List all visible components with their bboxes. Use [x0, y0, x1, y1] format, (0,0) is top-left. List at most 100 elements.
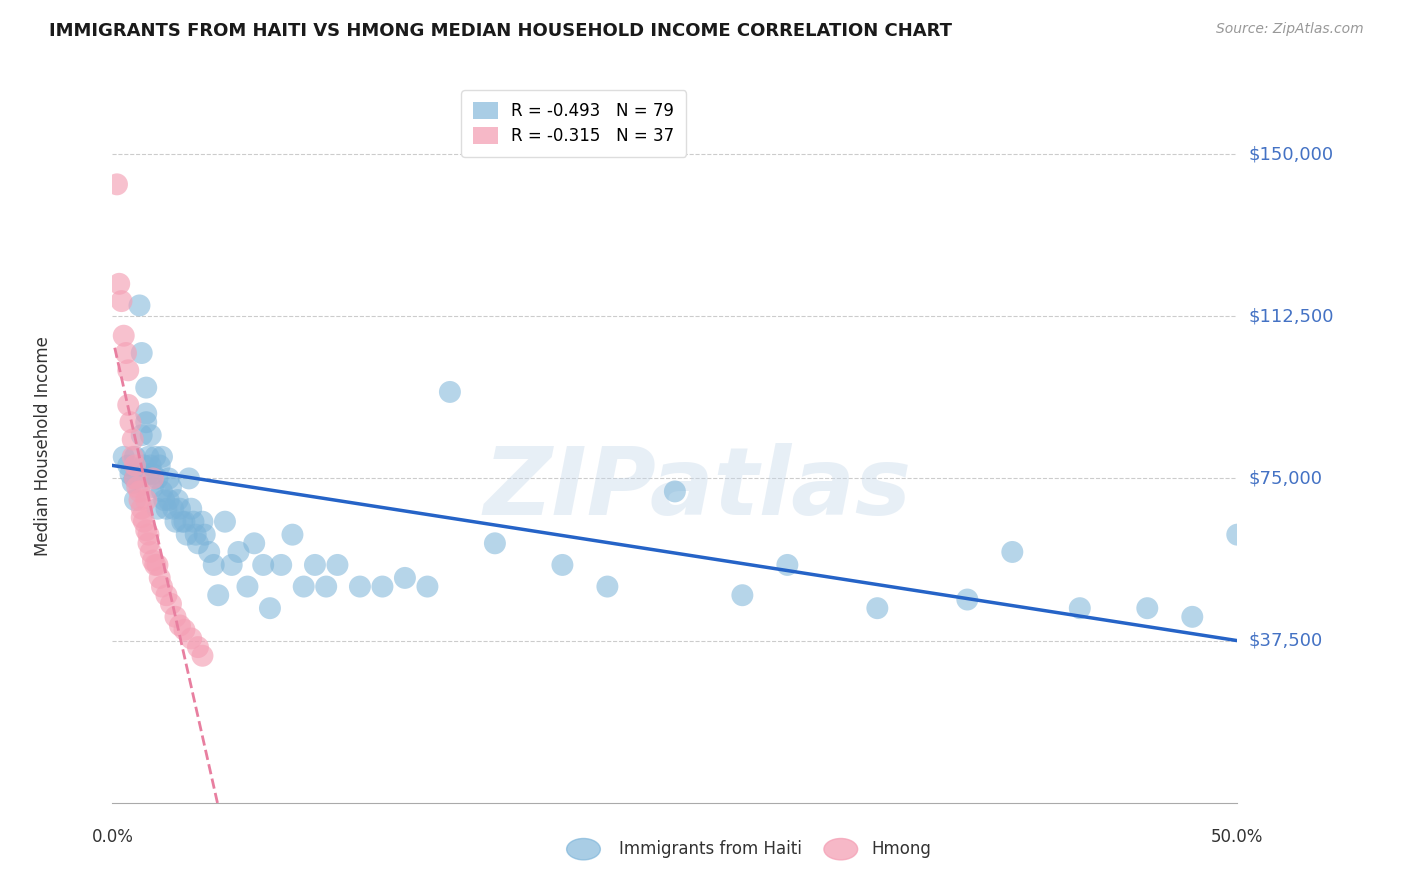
Text: $150,000: $150,000	[1249, 145, 1333, 163]
Point	[1069, 601, 1091, 615]
Point	[132, 515, 155, 529]
Point	[143, 450, 166, 464]
Point	[120, 467, 142, 482]
Point	[371, 580, 394, 594]
Point	[138, 467, 160, 482]
Point	[162, 501, 184, 516]
Point	[731, 588, 754, 602]
Point	[135, 493, 157, 508]
Point	[484, 536, 506, 550]
Point	[270, 558, 292, 572]
Text: Source: ZipAtlas.com: Source: ZipAtlas.com	[1216, 22, 1364, 37]
Point	[236, 580, 259, 594]
Point	[120, 415, 142, 429]
Point	[117, 363, 139, 377]
Point	[214, 515, 236, 529]
Point	[142, 467, 165, 482]
Point	[172, 515, 194, 529]
Point	[150, 484, 173, 499]
Text: Median Household Income: Median Household Income	[34, 336, 52, 556]
Point	[105, 178, 128, 192]
Text: $75,000: $75,000	[1249, 469, 1323, 487]
Point	[153, 493, 176, 508]
Point	[139, 428, 162, 442]
Point	[160, 597, 183, 611]
Point	[142, 480, 165, 494]
Text: 0.0%: 0.0%	[91, 828, 134, 846]
Point	[121, 433, 143, 447]
Point	[150, 580, 173, 594]
Point	[135, 407, 157, 421]
Point	[139, 458, 162, 473]
Point	[155, 588, 177, 602]
Point	[112, 328, 135, 343]
Point	[142, 553, 165, 567]
Point	[304, 558, 326, 572]
Point	[1226, 527, 1249, 541]
Point	[207, 588, 229, 602]
Point	[121, 450, 143, 464]
Point	[108, 277, 131, 291]
Point	[132, 458, 155, 473]
Point	[349, 580, 371, 594]
Point	[187, 640, 209, 654]
Point	[776, 558, 799, 572]
Point	[184, 527, 207, 541]
Point	[146, 501, 169, 516]
Point	[135, 381, 157, 395]
Point	[173, 623, 195, 637]
Point	[202, 558, 225, 572]
Point	[139, 545, 162, 559]
Point	[191, 648, 214, 663]
Point	[149, 458, 172, 473]
Point	[183, 515, 205, 529]
Point	[124, 471, 146, 485]
Point	[1001, 545, 1024, 559]
Point	[131, 501, 153, 516]
Point	[416, 580, 439, 594]
Point	[157, 471, 180, 485]
Point	[138, 527, 160, 541]
Text: ZIPatlas: ZIPatlas	[484, 442, 911, 535]
Point	[131, 346, 153, 360]
Point	[128, 493, 150, 508]
Point	[131, 510, 153, 524]
Point	[165, 515, 187, 529]
Point	[165, 610, 187, 624]
Legend: R = -0.493   N = 79, R = -0.315   N = 37: R = -0.493 N = 79, R = -0.315 N = 37	[461, 90, 686, 157]
Point	[169, 501, 191, 516]
Text: IMMIGRANTS FROM HAITI VS HMONG MEDIAN HOUSEHOLD INCOME CORRELATION CHART: IMMIGRANTS FROM HAITI VS HMONG MEDIAN HO…	[49, 22, 952, 40]
Point	[121, 475, 143, 490]
Point	[596, 580, 619, 594]
Point	[128, 298, 150, 312]
Point	[124, 458, 146, 473]
Point	[956, 592, 979, 607]
Point	[551, 558, 574, 572]
Point	[169, 618, 191, 632]
Point	[664, 484, 686, 499]
Point	[131, 428, 153, 442]
Point	[866, 601, 889, 615]
Point	[115, 346, 138, 360]
Point	[135, 415, 157, 429]
Point	[160, 480, 183, 494]
Text: $37,500: $37,500	[1249, 632, 1323, 649]
Point	[326, 558, 349, 572]
Point	[143, 558, 166, 572]
Point	[180, 632, 202, 646]
Point	[155, 501, 177, 516]
Point	[292, 580, 315, 594]
Point	[252, 558, 274, 572]
Point	[259, 601, 281, 615]
Point	[146, 471, 169, 485]
Point	[315, 580, 337, 594]
Point	[157, 493, 180, 508]
Point	[194, 527, 217, 541]
Point	[142, 471, 165, 485]
Point	[146, 558, 169, 572]
Point	[1181, 610, 1204, 624]
Point	[117, 398, 139, 412]
Text: Hmong: Hmong	[872, 840, 932, 858]
Point	[198, 545, 221, 559]
Text: Immigrants from Haiti: Immigrants from Haiti	[619, 840, 801, 858]
